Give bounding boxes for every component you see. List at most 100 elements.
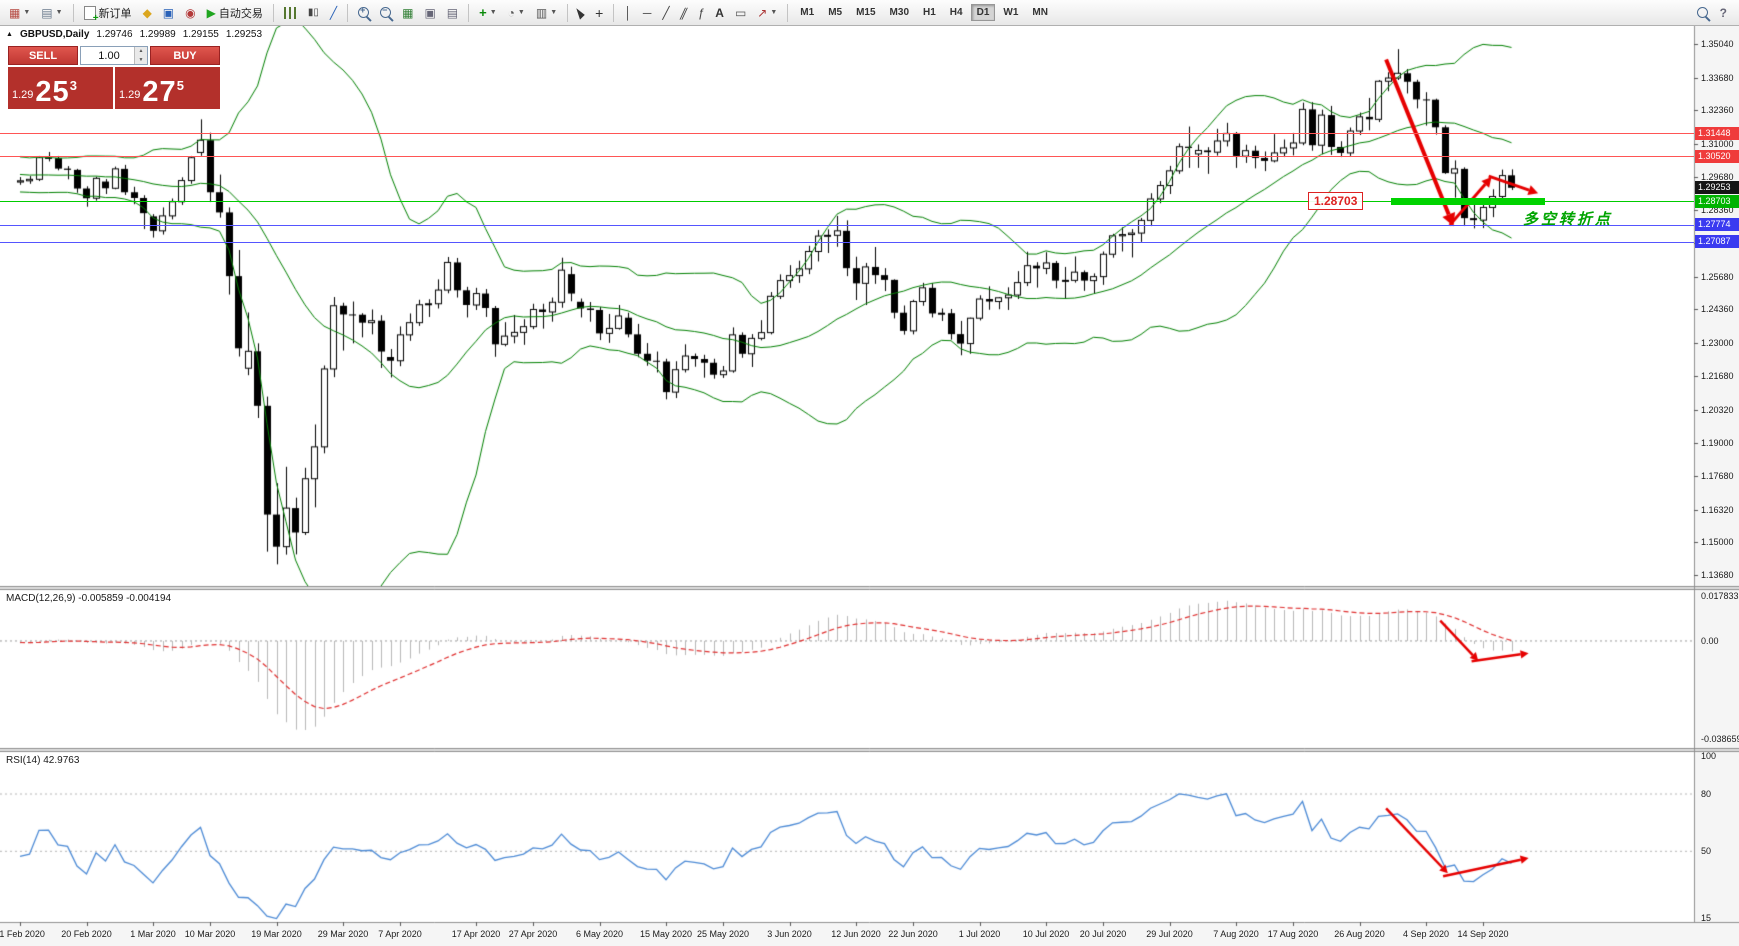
horizontal-line-icon: ─: [642, 5, 652, 20]
timeframe-d1[interactable]: D1: [970, 4, 996, 21]
trendline-button[interactable]: ╱: [657, 2, 674, 24]
autotrading-label: 自动交易: [218, 7, 263, 20]
buy-button[interactable]: BUY: [150, 46, 220, 65]
timeframe-m15[interactable]: M15: [856, 7, 876, 18]
date-axis-label: 17 Apr 2020: [451, 929, 501, 939]
price-tag: 1.28703: [1695, 194, 1739, 208]
price-scale-label: 1.13680: [1701, 570, 1734, 581]
toolbar-separator: [787, 3, 789, 22]
one-click-toggle-icon[interactable]: ▲: [6, 31, 13, 38]
toolbar-separator: [72, 3, 74, 22]
vertical-line-button[interactable]: │: [619, 2, 637, 24]
sell-quote-button[interactable]: 1.29 25 3: [8, 67, 113, 109]
line-chart-icon: ╱: [329, 5, 338, 20]
toolbar-separator: [468, 3, 470, 22]
crosshair-button[interactable]: +: [590, 2, 608, 24]
symbol-period-label: GBPUSD,Daily: [19, 29, 90, 40]
tile-windows-button[interactable]: ▦: [397, 2, 418, 24]
new-chart-button[interactable]: ▦ ▼: [4, 2, 35, 24]
indicators-button[interactable]: + ▼: [474, 2, 502, 24]
buy-price-prefix: 1.29: [119, 89, 141, 101]
horizontal-line[interactable]: [0, 156, 1694, 157]
chevron-down-icon: ▼: [23, 9, 31, 16]
date-axis-label: 7 Aug 2020: [1213, 929, 1259, 939]
rsi-scale-label: 50: [1701, 846, 1712, 857]
date-axis-label: 10 Jul 2020: [1022, 929, 1070, 939]
fibonacci-button[interactable]: ƒ: [693, 2, 710, 24]
line-chart-button[interactable]: ╱: [325, 2, 342, 24]
turning-point-price-label[interactable]: 1.28703: [1308, 192, 1364, 211]
toolbar: ▦▼ ▤▼ 新订单 ◆ ▣ ◉ ▶自动交易 ▮▯ ╱ ▦ ▣ ▤ +▼ ◔▼ ▥…: [0, 0, 1739, 26]
cascade-windows-icon: ▣: [424, 5, 436, 20]
sell-price-prefix: 1.29: [12, 89, 34, 101]
cursor-icon: [576, 5, 586, 20]
price-scale-label: 1.29680: [1701, 172, 1734, 183]
arrange-windows-icon: ▤: [446, 5, 459, 20]
zoom-in-button[interactable]: [353, 2, 374, 24]
timeframe-m5[interactable]: M5: [828, 7, 843, 18]
channel-button[interactable]: ∥: [676, 2, 692, 24]
profiles-button[interactable]: ▤ ▼: [36, 2, 67, 24]
price-scale-label: 1.31000: [1701, 139, 1734, 150]
date-axis-label: 20 Feb 2020: [61, 929, 112, 939]
price-tag: 1.27774: [1695, 218, 1739, 231]
price-scale-label: 1.33680: [1701, 72, 1734, 83]
horizontal-line[interactable]: [0, 133, 1694, 134]
toolbar-separator: [272, 3, 274, 22]
tile-windows-icon: ▦: [402, 5, 414, 20]
chevron-down-icon: ▼: [550, 9, 558, 16]
cascade-windows-button[interactable]: ▣: [419, 2, 440, 24]
chart-canvas[interactable]: [0, 26, 1739, 946]
zoom-out-button[interactable]: [375, 2, 396, 24]
market-button[interactable]: ▣: [158, 2, 179, 24]
volume-spinner[interactable]: ▲ ▼: [134, 47, 147, 64]
spinner-down-icon[interactable]: ▼: [138, 56, 144, 63]
horizontal-line[interactable]: [0, 225, 1694, 226]
chart-area: ▲ GBPUSD,Daily 1.29746 1.29989 1.29155 1…: [0, 26, 1739, 946]
templates-button[interactable]: ▥ ▼: [531, 2, 562, 24]
horizontal-line-button[interactable]: ─: [638, 2, 657, 24]
zoom-in-icon: [358, 5, 372, 21]
arrange-windows-button[interactable]: ▤: [442, 2, 463, 24]
text-label-button[interactable]: ▭: [730, 2, 751, 24]
date-axis-label: 1 Mar 2020: [130, 929, 176, 939]
clock-icon: ◔: [507, 5, 515, 20]
volume-input[interactable]: 1.00 ▲ ▼: [80, 46, 148, 65]
one-click-trading-panel: SELL 1.00 ▲ ▼ BUY 1.29 25 3 1.29 27 5: [8, 46, 220, 109]
buy-quote-button[interactable]: 1.29 27 5: [115, 67, 220, 109]
toolbar-separator: [347, 3, 349, 22]
ohlc-close: 1.29253: [225, 29, 263, 40]
horizontal-line[interactable]: [0, 201, 1694, 202]
macd-scale-label: -0.038659: [1701, 734, 1739, 745]
help-icon[interactable]: ?: [1719, 5, 1727, 20]
turning-point-bar[interactable]: [1390, 197, 1545, 205]
timeframe-h1[interactable]: H1: [923, 7, 936, 18]
turning-point-annotation[interactable]: 多空转折点: [1522, 211, 1613, 229]
cursor-button[interactable]: [573, 2, 589, 24]
text-button[interactable]: A: [710, 2, 729, 24]
price-scale-label: 1.21680: [1701, 371, 1734, 382]
horizontal-line[interactable]: [0, 242, 1694, 243]
candlestick-button[interactable]: ▮▯: [303, 2, 324, 24]
search-icon[interactable]: [1696, 7, 1711, 21]
new-order-label: 新订单: [98, 7, 132, 20]
autotrading-button[interactable]: ▶ 自动交易: [202, 2, 268, 24]
timeframe-mn[interactable]: MN: [1032, 7, 1048, 18]
sell-button[interactable]: SELL: [8, 46, 78, 65]
price-scale-label: 1.17680: [1701, 470, 1734, 481]
ohlc-high: 1.29989: [139, 29, 176, 40]
periods-button[interactable]: ◔ ▼: [503, 2, 530, 24]
timeframe-m1[interactable]: M1: [800, 7, 815, 18]
date-axis-label: 10 Mar 2020: [184, 929, 236, 939]
timeframe-h4[interactable]: H4: [949, 7, 963, 18]
timeframe-w1[interactable]: W1: [1003, 7, 1019, 18]
bar-chart-button[interactable]: [279, 2, 302, 24]
signals-button[interactable]: ◉: [180, 2, 200, 24]
timeframe-m30[interactable]: M30: [889, 7, 909, 18]
bar-chart-icon: [283, 6, 297, 19]
spinner-up-icon[interactable]: ▲: [138, 48, 144, 55]
metaeditor-button[interactable]: ◆: [138, 2, 157, 24]
new-order-button[interactable]: 新订单: [79, 2, 137, 24]
arrows-tool-button[interactable]: ↗ ▼: [752, 2, 782, 24]
trendline-icon: ╱: [662, 5, 670, 20]
